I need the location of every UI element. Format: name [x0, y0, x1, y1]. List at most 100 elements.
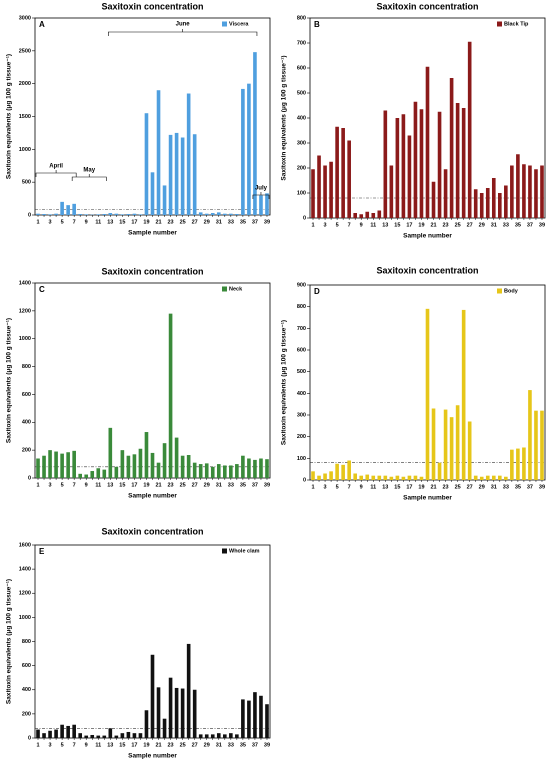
y-tick-label: 2000: [19, 81, 31, 87]
bar: [54, 213, 58, 215]
bar: [198, 464, 203, 478]
bar: [36, 458, 40, 478]
panel-label: A: [39, 20, 45, 29]
x-tick-label: 13: [107, 219, 113, 225]
x-tick-label: 7: [348, 222, 351, 228]
bar: [72, 724, 76, 738]
bar: [443, 409, 448, 480]
y-tick-label: 600: [297, 65, 306, 71]
bar: [341, 464, 345, 480]
bar: [241, 455, 245, 478]
bar: [323, 165, 327, 218]
legend-swatch: [222, 548, 227, 554]
bar: [229, 465, 233, 478]
bar: [473, 475, 478, 480]
bar: [102, 214, 107, 215]
x-tick-label: 39: [539, 222, 545, 228]
x-axis-label: Sample number: [128, 753, 177, 760]
bar: [229, 733, 233, 738]
x-tick-label: 29: [479, 222, 485, 228]
bar: [461, 309, 466, 480]
bar: [329, 471, 333, 480]
bar: [126, 731, 131, 738]
bar: [265, 459, 269, 478]
x-tick-label: 29: [479, 484, 485, 490]
x-tick-label: 37: [527, 222, 533, 228]
bar: [42, 455, 46, 478]
y-tick-label: 800: [22, 639, 31, 645]
bar: [144, 432, 149, 478]
bar: [528, 390, 532, 480]
bar: [479, 476, 484, 480]
y-tick-label: 1400: [19, 567, 31, 573]
x-tick-label: 37: [252, 482, 258, 488]
bar: [253, 459, 257, 478]
y-tick-label: 100: [297, 456, 306, 462]
y-tick-label: 200: [297, 165, 306, 171]
y-axis-label: Saxitoxin equivalents (μg 100 g tissue⁻¹…: [6, 318, 13, 443]
x-tick-label: 19: [143, 742, 149, 748]
bar: [259, 458, 263, 478]
x-tick-label: 3: [49, 482, 52, 488]
x-tick-label: 7: [348, 484, 351, 490]
bar: [156, 687, 161, 738]
bar: [120, 214, 125, 215]
x-tick-label: 15: [119, 742, 125, 748]
x-tick-label: 23: [443, 484, 449, 490]
chart-title: Saxitoxin concentration: [376, 265, 478, 275]
y-tick-label: 700: [297, 326, 306, 332]
x-tick-label: 19: [143, 219, 149, 225]
bar: [96, 735, 101, 738]
x-tick-label: 11: [95, 482, 101, 488]
bar: [84, 214, 89, 215]
bar: [265, 193, 269, 215]
x-tick-label: 21: [155, 742, 161, 748]
bar: [60, 201, 64, 215]
bar: [174, 687, 179, 738]
y-tick-label: 1400: [19, 280, 31, 286]
y-tick-label: 400: [297, 115, 306, 121]
bar: [192, 462, 197, 478]
x-tick-label: 37: [252, 742, 258, 748]
legend-label: Viscera: [229, 21, 249, 27]
bar: [353, 473, 357, 480]
bar: [223, 465, 227, 478]
bar: [431, 181, 436, 218]
bar: [389, 476, 394, 480]
chart-title: Saxitoxin concentration: [376, 1, 478, 11]
bar: [210, 213, 215, 215]
bar: [162, 718, 167, 738]
bar: [192, 689, 197, 738]
y-tick-label: 1200: [19, 591, 31, 597]
bar: [162, 443, 167, 478]
bar: [413, 101, 418, 218]
bar: [60, 724, 64, 738]
bar: [186, 455, 191, 478]
legend-swatch: [497, 288, 502, 294]
bar: [353, 213, 357, 218]
bar: [216, 733, 221, 738]
bar: [150, 452, 155, 478]
x-tick-label: 5: [61, 742, 64, 748]
bar: [186, 93, 191, 215]
bar: [377, 475, 382, 480]
panel-label: E: [39, 547, 45, 556]
x-tick-label: 23: [168, 742, 174, 748]
x-tick-label: 27: [467, 222, 473, 228]
bar: [265, 704, 269, 738]
bar: [534, 410, 538, 480]
bar: [522, 164, 526, 218]
bar: [48, 450, 52, 478]
x-tick-label: 31: [216, 219, 222, 225]
bar: [204, 213, 209, 215]
x-tick-label: 11: [370, 222, 376, 228]
y-tick-label: 0: [28, 735, 31, 741]
x-tick-label: 25: [455, 222, 461, 228]
bar: [504, 185, 508, 218]
y-tick-label: 100: [297, 190, 306, 196]
bar: [102, 469, 107, 478]
bar: [216, 212, 221, 215]
x-tick-label: 11: [370, 484, 376, 490]
bar: [126, 455, 131, 478]
